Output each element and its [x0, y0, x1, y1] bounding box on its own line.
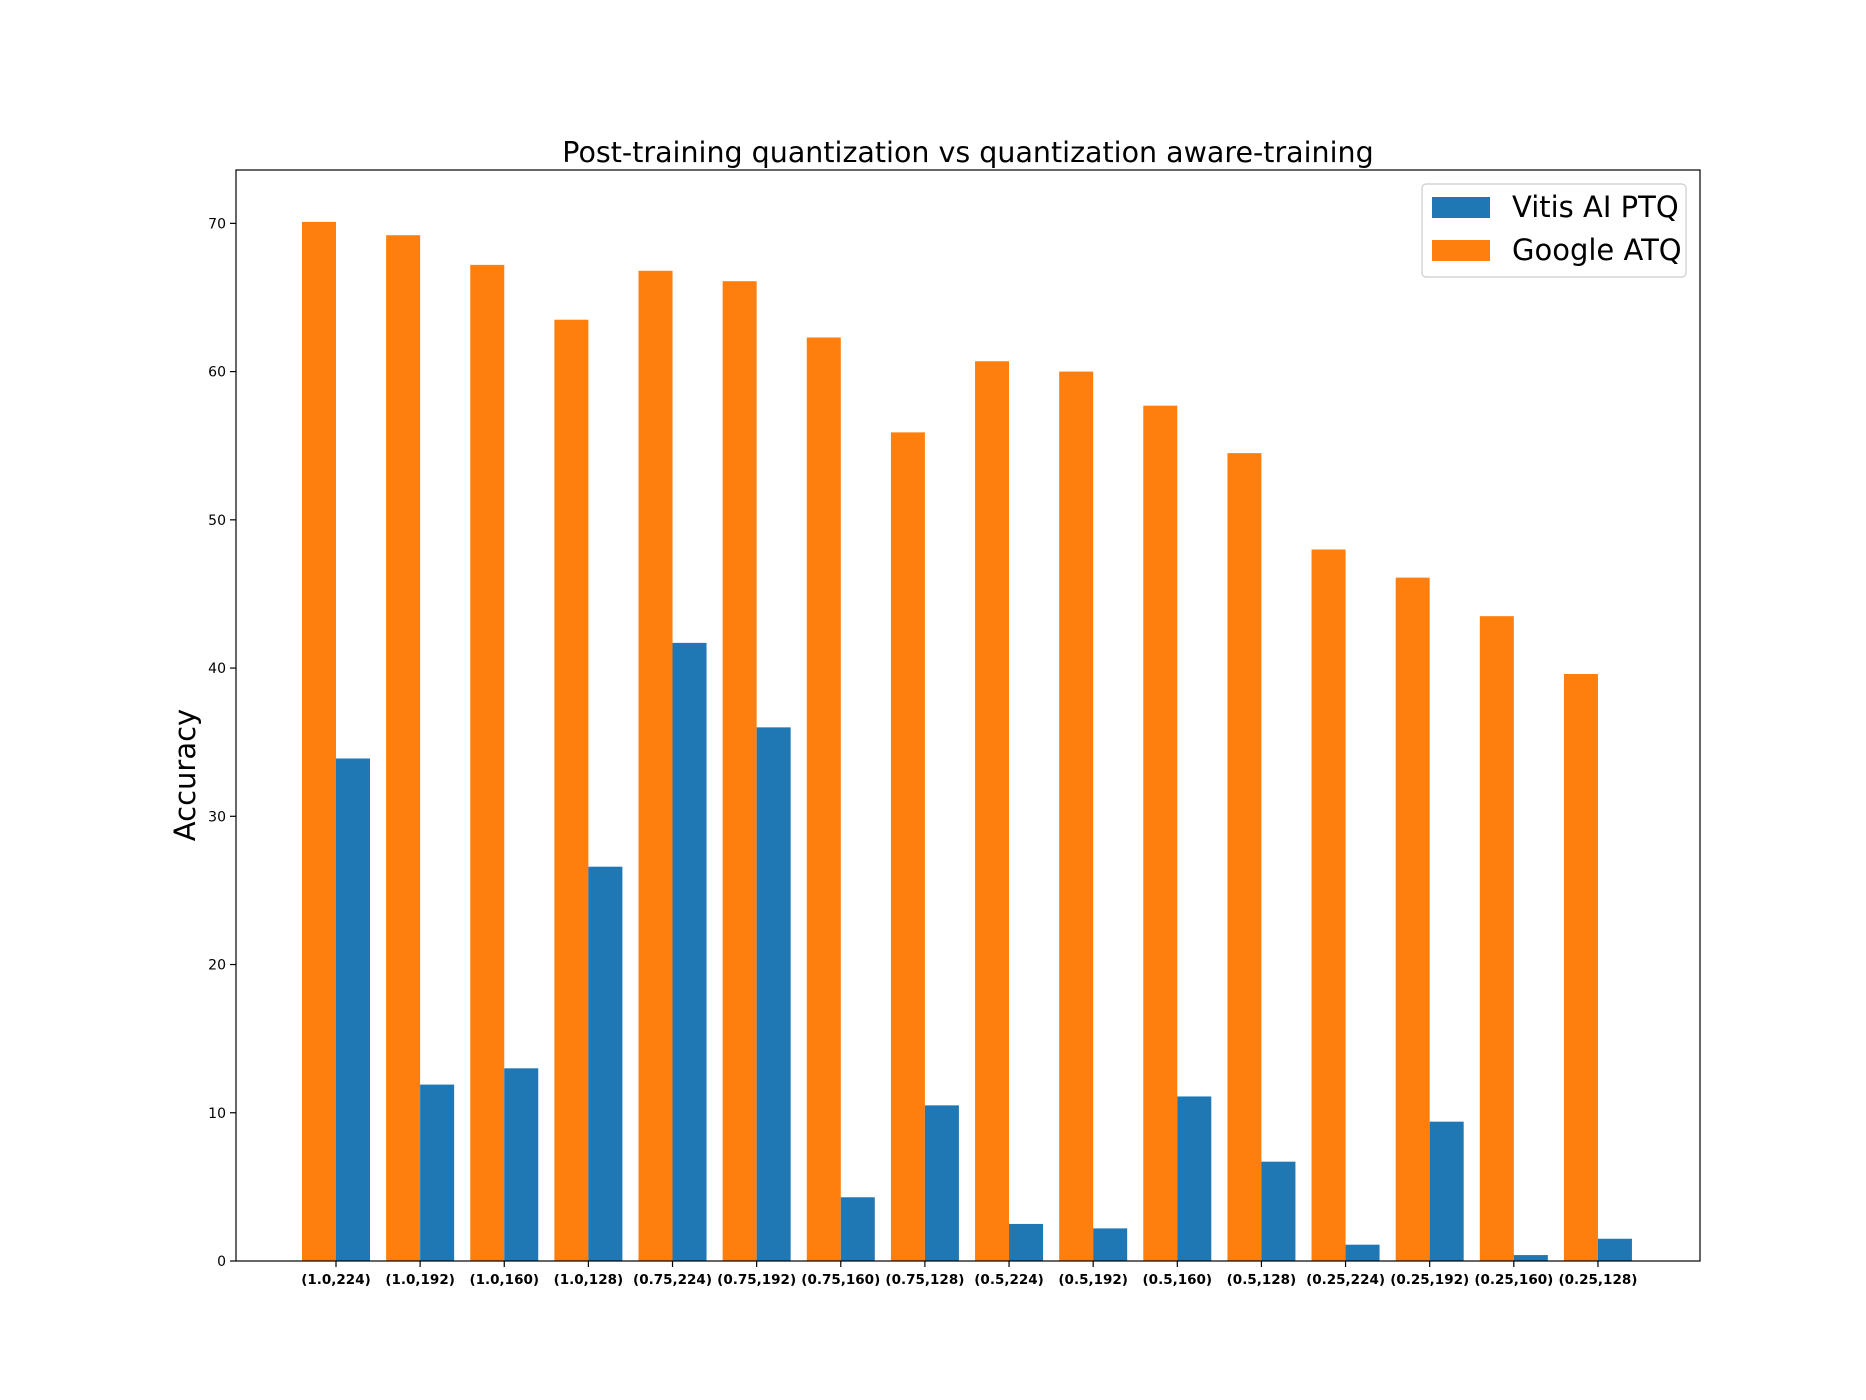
bar-google-atq — [890, 432, 925, 1261]
x-axis: (1.0,224) (1.0,192) (1.0,160) (1.0,128) (0.7… — [301, 1261, 1637, 1288]
y-tick-label: 70 — [208, 216, 226, 232]
bar-vitis-ai-ptq — [1009, 1223, 1044, 1261]
bar-vitis-ai-ptq — [756, 727, 791, 1261]
plot-frame — [235, 169, 1701, 1262]
y-tick-label: 30 — [208, 809, 226, 825]
bar-vitis-ai-ptq — [1177, 1096, 1212, 1261]
bar-vitis-ai-ptq — [336, 758, 370, 1261]
x-tick-label: (1.0,128) — [554, 1272, 624, 1288]
bar-google-atq — [1395, 577, 1430, 1261]
bar-vitis-ai-ptq — [1429, 1121, 1464, 1261]
bar-google-atq — [302, 221, 336, 1261]
bar-google-atq — [386, 235, 421, 1262]
bar-google-atq — [722, 281, 757, 1261]
bar-vitis-ai-ptq — [1597, 1238, 1632, 1261]
y-tick-label: 10 — [208, 1106, 226, 1122]
bar-google-atq — [638, 270, 673, 1261]
bar-vitis-ai-ptq — [1261, 1161, 1296, 1261]
x-tick-label: (0.25,224) — [1306, 1272, 1385, 1288]
y-tick-label: 60 — [208, 365, 226, 381]
chart-title: Post-training quantization vs quantizati… — [562, 136, 1373, 169]
legend-swatch — [1432, 240, 1490, 261]
bar-vitis-ai-ptq — [504, 1068, 539, 1261]
bar-google-atq — [1479, 616, 1514, 1261]
bar-google-atq — [1227, 453, 1262, 1261]
y-tick-label: 0 — [217, 1254, 226, 1270]
x-tick-label: (0.75,224) — [633, 1272, 712, 1288]
x-tick-label: (0.5,160) — [1143, 1272, 1213, 1288]
x-tick-label: (0.75,192) — [717, 1272, 796, 1288]
y-tick-label: 20 — [208, 958, 226, 974]
bar-vitis-ai-ptq — [420, 1084, 455, 1261]
legend: Vitis AI PTQ Google ATQ — [1421, 183, 1687, 278]
y-tick-label: 40 — [208, 661, 226, 677]
bar-google-atq — [470, 264, 505, 1261]
legend-label: Vitis AI PTQ — [1512, 190, 1679, 224]
bar-vitis-ai-ptq — [588, 866, 623, 1261]
x-tick-label: (0.25,160) — [1474, 1272, 1553, 1288]
bar-google-atq — [1311, 549, 1346, 1261]
bar-vitis-ai-ptq — [924, 1105, 959, 1261]
bar-google-atq — [1059, 371, 1094, 1262]
bar-google-atq — [1563, 673, 1598, 1261]
x-tick-label: (0.75,160) — [801, 1272, 880, 1288]
bar-google-atq — [806, 337, 841, 1261]
y-axis-label: Accuracy — [168, 709, 202, 841]
legend-swatch — [1432, 197, 1490, 218]
x-tick-label: (0.25,192) — [1390, 1272, 1469, 1288]
x-tick-label: (0.25,128) — [1558, 1272, 1637, 1288]
x-tick-label: (0.5,224) — [974, 1272, 1044, 1288]
bar-vitis-ai-ptq — [1093, 1228, 1128, 1261]
bar-vitis-ai-ptq — [672, 642, 707, 1261]
bars-group — [302, 221, 1632, 1262]
y-tick-label: 50 — [208, 513, 226, 529]
bar-google-atq — [975, 361, 1010, 1262]
bar-google-atq — [554, 319, 589, 1262]
bar-vitis-ai-ptq — [840, 1197, 875, 1261]
x-tick-label: (1.0,224) — [301, 1272, 371, 1288]
x-tick-label: (0.5,192) — [1058, 1272, 1128, 1288]
legend-label: Google ATQ — [1512, 233, 1682, 267]
x-tick-label: (0.75,128) — [885, 1272, 964, 1288]
bar-vitis-ai-ptq — [1513, 1255, 1548, 1261]
bar-vitis-ai-ptq — [1345, 1244, 1380, 1261]
bar-google-atq — [1143, 405, 1178, 1261]
x-tick-label: (1.0,192) — [385, 1272, 455, 1288]
x-tick-label: (0.5,128) — [1227, 1272, 1297, 1288]
y-axis: 0 10 20 30 40 50 60 70 — [208, 216, 236, 1270]
x-tick-label: (1.0,160) — [469, 1272, 539, 1288]
